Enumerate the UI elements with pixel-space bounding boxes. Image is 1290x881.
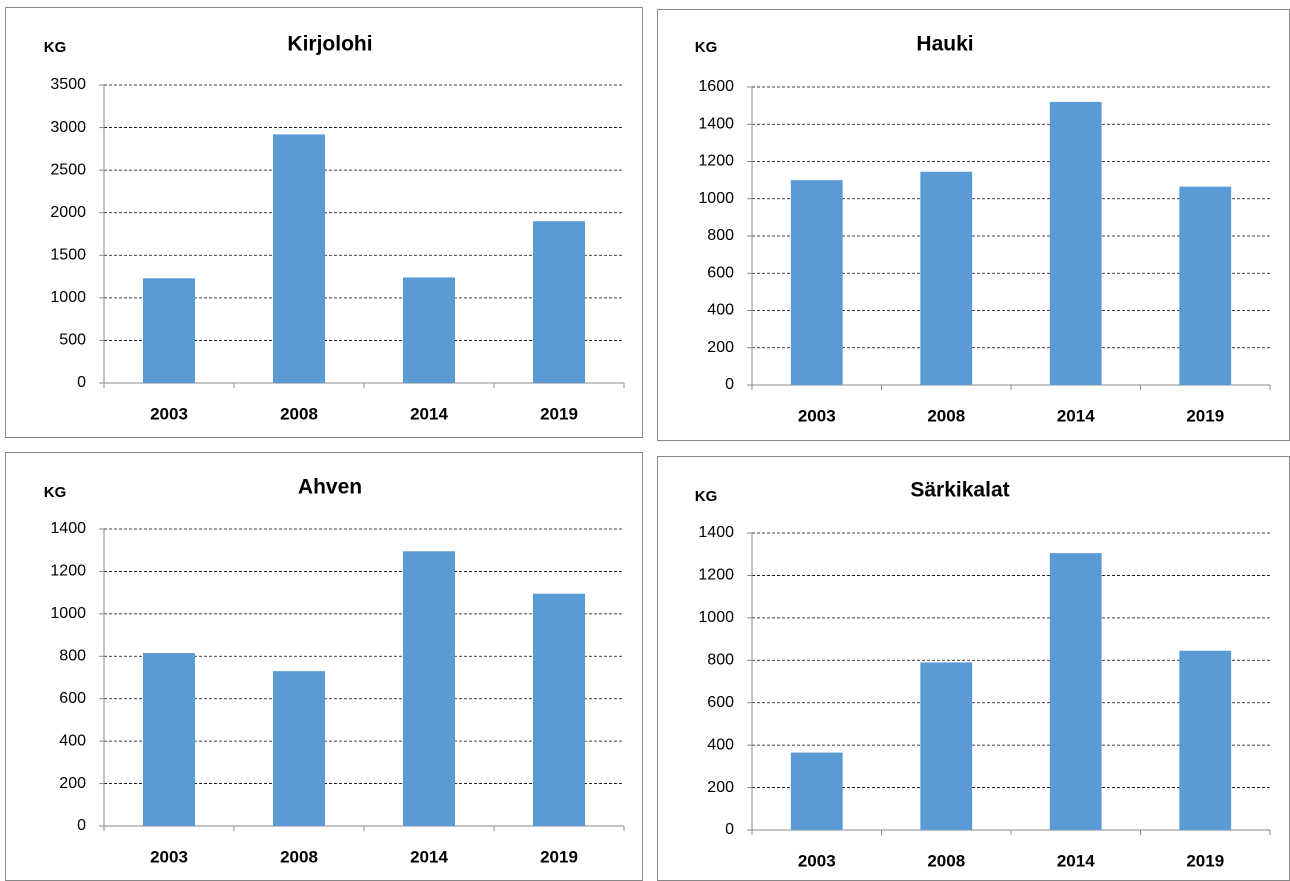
y-tick-label: 800 (59, 648, 86, 665)
x-tick-label: 2008 (280, 404, 318, 423)
bar (143, 278, 195, 383)
y-tick-label: 400 (707, 302, 734, 319)
y-tick-label: 1000 (50, 289, 86, 306)
chart-title: Kirjolohi (287, 33, 372, 56)
y-tick-label: 1000 (698, 609, 734, 626)
x-tick-label: 2008 (280, 847, 318, 866)
x-tick-label: 2008 (927, 851, 965, 870)
chart-title: Ahven (298, 476, 362, 499)
y-tick-label: 1000 (50, 605, 86, 622)
y-tick-label: 800 (707, 227, 734, 244)
bar (533, 593, 585, 826)
x-tick-label: 2003 (798, 406, 836, 425)
bar (403, 277, 455, 383)
y-tick-label: 800 (707, 652, 734, 669)
y-tick-label: 200 (707, 339, 734, 356)
chart-title: Särkikalat (910, 479, 1009, 502)
x-tick-label: 2019 (1186, 851, 1224, 870)
y-tick-label: 500 (59, 332, 86, 349)
bar (1049, 553, 1102, 830)
y-tick-label: 200 (707, 779, 734, 796)
bar (273, 671, 325, 826)
y-tick-label: 400 (59, 732, 86, 749)
y-tick-label: 0 (725, 821, 734, 838)
chart-title: Hauki (916, 33, 973, 56)
bar (1179, 650, 1232, 830)
y-tick-label: 1400 (50, 520, 86, 537)
y-tick-label: 1600 (698, 78, 734, 95)
y-tick-label: 600 (59, 690, 86, 707)
y-tick-label: 3000 (50, 119, 86, 136)
y-tick-label: 1400 (698, 115, 734, 132)
y-tick-label: 1500 (50, 247, 86, 264)
y-tick-label: 2500 (50, 161, 86, 178)
bar (920, 662, 973, 830)
bar (403, 551, 455, 826)
bar (533, 221, 585, 383)
y-tick-label: 1200 (698, 567, 734, 584)
x-tick-label: 2003 (798, 851, 836, 870)
x-tick-label: 2014 (1057, 406, 1095, 425)
x-tick-label: 2008 (927, 406, 965, 425)
x-tick-label: 2014 (1057, 851, 1095, 870)
y-axis-label: KG (695, 39, 718, 56)
x-tick-label: 2003 (150, 847, 188, 866)
y-tick-label: 0 (725, 376, 734, 393)
y-tick-label: 2000 (50, 204, 86, 221)
bar (273, 134, 325, 383)
bar (143, 653, 195, 826)
x-tick-label: 2003 (150, 404, 188, 423)
y-tick-label: 600 (707, 694, 734, 711)
x-tick-label: 2014 (410, 847, 448, 866)
bar (1179, 186, 1232, 385)
y-axis-label: KG (44, 39, 67, 56)
bar (1049, 101, 1102, 386)
y-tick-label: 400 (707, 736, 734, 753)
y-axis-label: KG (695, 488, 718, 505)
y-tick-label: 0 (77, 817, 86, 834)
y-tick-label: 1200 (698, 153, 734, 170)
y-tick-label: 1400 (698, 524, 734, 541)
x-tick-label: 2019 (540, 847, 578, 866)
x-tick-label: 2014 (410, 404, 448, 423)
y-tick-label: 0 (77, 374, 86, 391)
bar (790, 752, 843, 830)
y-tick-label: 3500 (50, 76, 86, 93)
y-tick-label: 1200 (50, 563, 86, 580)
x-tick-label: 2019 (540, 404, 578, 423)
y-tick-label: 1000 (698, 190, 734, 207)
bar (920, 171, 973, 385)
bar (790, 180, 843, 385)
y-tick-label: 600 (707, 264, 734, 281)
x-tick-label: 2019 (1186, 406, 1224, 425)
y-axis-label: KG (44, 484, 67, 501)
y-tick-label: 200 (59, 775, 86, 792)
